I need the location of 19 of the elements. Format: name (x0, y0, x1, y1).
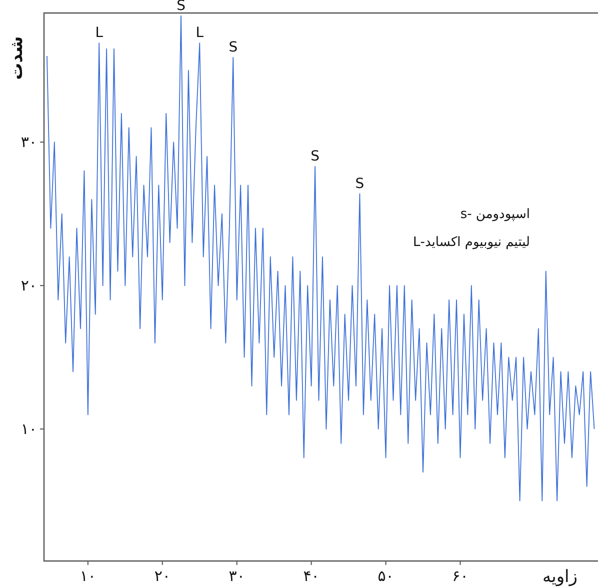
x-tick-label: ۱۰ (80, 567, 96, 585)
annotation: اسپودومن -s (460, 207, 530, 222)
annotation: S (228, 39, 238, 56)
y-tick-label: ۲۰ (20, 276, 37, 295)
x-tick-label: ۲۰ (154, 567, 170, 585)
y-tick-label: ۳۰ (20, 133, 37, 152)
annotation: لیتیم نیوبیوم اکساید-L (413, 235, 530, 250)
x-tick-label: ۶۰ (452, 567, 468, 585)
x-tick-label: ۴۰ (303, 567, 320, 585)
y-tick-label: ۱۰ (20, 420, 37, 438)
annotation: S (355, 176, 364, 192)
x-tick-label: ۵۰ (378, 567, 394, 585)
y-axis-title: شدت (7, 36, 27, 80)
annotation: L (196, 25, 204, 42)
line-series (46, 15, 595, 502)
annotation: S (310, 148, 320, 164)
annotation: L (95, 25, 104, 42)
x-axis-title: زاویه (542, 567, 578, 587)
x-tick-label: ۳۰ (228, 567, 245, 585)
